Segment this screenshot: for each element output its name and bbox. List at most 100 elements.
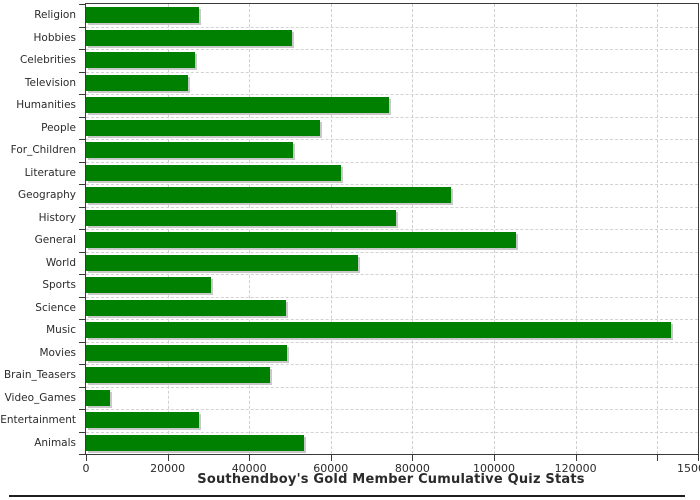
grid-line-horizontal — [86, 229, 698, 230]
grid-line-horizontal — [86, 184, 698, 185]
grid-line-horizontal — [86, 319, 698, 320]
x-axis-tick — [249, 455, 251, 461]
grid-line-horizontal — [86, 116, 698, 118]
bar-sports — [86, 277, 211, 293]
bar-entertainment — [86, 412, 200, 428]
x-axis-tick-label: 120000 — [554, 462, 597, 475]
bar-science — [86, 299, 287, 316]
bottom-divider — [9, 495, 685, 497]
grid-line-horizontal — [86, 341, 698, 343]
bar-people — [86, 119, 321, 136]
bar-music — [86, 322, 672, 338]
x-axis-tick-label: 100000 — [473, 462, 515, 475]
y-axis-tick — [79, 274, 85, 275]
y-axis-label: Celebrities — [19, 54, 76, 66]
y-axis-tick — [79, 319, 85, 320]
y-axis-tick — [79, 409, 85, 410]
y-axis-label: People — [41, 121, 76, 134]
x-axis-tick-label: 40000 — [231, 462, 267, 475]
x-axis-tick-label-clipped: 150000 — [677, 462, 700, 475]
grid-line-horizontal — [86, 431, 698, 433]
y-axis-tick — [79, 72, 85, 73]
bar-humanities — [86, 97, 389, 113]
y-axis-tick — [79, 342, 85, 343]
x-axis-tick-label: 60000 — [313, 462, 349, 475]
bar-history — [86, 209, 397, 226]
x-axis-tick — [330, 455, 332, 461]
bar-hobbies — [86, 29, 293, 46]
y-axis-label: Entertainment — [0, 414, 76, 426]
y-axis-tick — [79, 4, 85, 5]
x-axis-tick-label: 20000 — [150, 462, 186, 475]
y-axis-label: Video_Games — [4, 391, 76, 404]
y-axis-tick — [79, 387, 85, 388]
plot-area — [85, 3, 699, 455]
y-axis-label: Brain_Teasers — [3, 369, 76, 381]
grid-line-horizontal — [86, 94, 698, 95]
grid-line-horizontal — [86, 274, 698, 275]
bar-video_games — [86, 389, 111, 406]
y-axis-tick — [79, 432, 85, 433]
y-axis-label: General — [34, 234, 76, 246]
y-axis-tick — [79, 229, 85, 230]
x-axis-tick-label: 0 — [82, 462, 90, 475]
bar-brain_teasers — [86, 367, 271, 383]
grid-line-horizontal — [86, 71, 698, 73]
y-axis-tick — [79, 364, 85, 365]
bar-for_children — [86, 142, 294, 158]
y-axis-tick — [79, 297, 85, 298]
y-axis-tick — [79, 184, 85, 185]
y-axis-label: Television — [24, 76, 76, 89]
grid-line-horizontal — [86, 386, 698, 388]
y-axis-label: History — [38, 211, 76, 224]
y-axis-label: Geography — [18, 189, 76, 201]
x-axis-tick — [412, 455, 414, 461]
y-axis-label: For_Children — [10, 144, 76, 156]
grid-line-horizontal — [86, 139, 698, 140]
y-axis-label: World — [45, 256, 76, 269]
grid-line-horizontal — [86, 49, 698, 50]
bar-animals — [86, 434, 305, 451]
grid-line-horizontal — [86, 364, 698, 365]
y-axis-label: Music — [46, 324, 76, 336]
x-axis-tick — [494, 455, 495, 461]
bar-movies — [86, 344, 288, 361]
y-axis-label: Animals — [34, 436, 76, 449]
y-axis-tick — [79, 454, 85, 455]
x-axis-tick — [698, 455, 699, 461]
y-axis-tick — [79, 207, 85, 208]
y-axis-label: Hobbies — [33, 31, 77, 44]
chart-title: Southendboy's Gold Member Cumulative Qui… — [197, 472, 585, 487]
bar-literature — [86, 164, 342, 181]
y-axis-tick — [79, 139, 85, 140]
bar-general — [86, 232, 517, 248]
y-axis-tick — [79, 94, 85, 95]
grid-line-horizontal — [86, 161, 698, 163]
grid-line-horizontal — [86, 409, 698, 410]
y-axis-label: Sports — [42, 279, 76, 291]
grid-line-horizontal — [86, 206, 698, 208]
y-axis-tick — [79, 252, 85, 253]
x-axis-tick — [575, 455, 577, 461]
y-axis-label: Movies — [39, 346, 76, 359]
y-axis-label: Humanities — [16, 99, 76, 111]
bar-television — [86, 74, 188, 91]
x-axis-tick — [167, 455, 169, 461]
bar-world — [86, 254, 358, 271]
bar-celebrities — [86, 52, 195, 68]
grid-line-horizontal — [86, 26, 698, 28]
y-axis-label: Literature — [24, 166, 76, 179]
y-axis-tick — [79, 49, 85, 50]
y-axis-label: Science — [35, 301, 76, 314]
x-axis-tick-label: 80000 — [394, 462, 430, 475]
x-axis-tick — [657, 455, 659, 461]
grid-line-horizontal — [86, 251, 698, 253]
bar-geography — [86, 187, 452, 203]
y-axis-tick — [79, 27, 85, 28]
y-axis-label: Religion — [34, 9, 76, 21]
bar-religion — [86, 7, 199, 23]
y-axis-tick — [79, 162, 85, 163]
y-axis-tick — [79, 117, 85, 118]
grid-line-horizontal — [86, 296, 698, 298]
